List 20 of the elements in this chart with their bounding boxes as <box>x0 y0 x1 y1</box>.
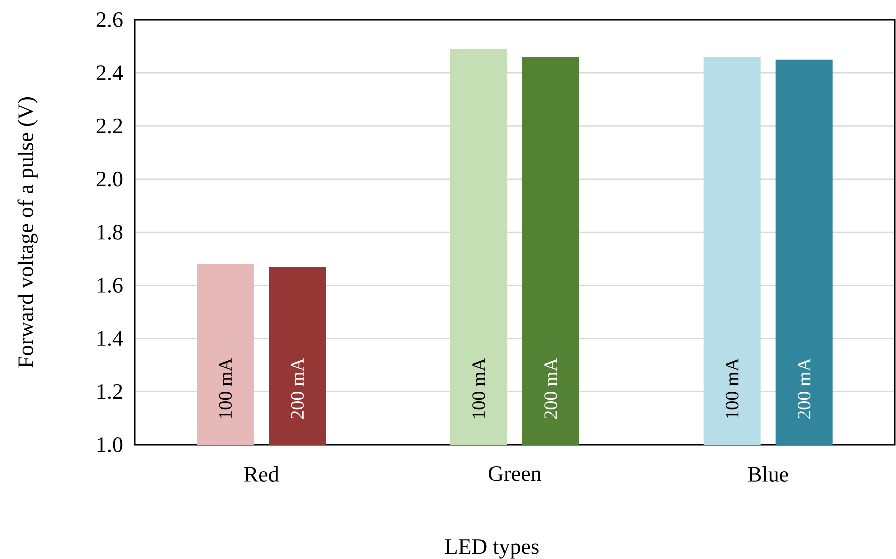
text: 200 mA <box>291 358 304 419</box>
text: 200 mA <box>544 358 558 419</box>
y-tick-label: 2.2 <box>96 118 122 134</box>
y-tick-label: 1.2 <box>98 384 122 400</box>
text: 100 mA <box>472 358 486 418</box>
y-tick-label: 2.4 <box>96 66 124 81</box>
x-tick-label: Red <box>244 466 280 482</box>
x-axis-title: LED types <box>445 540 539 559</box>
y-tick-label: 1.6 <box>98 278 123 294</box>
x-tick-label: Blue <box>748 466 788 482</box>
y-tick-label: 1.0 <box>98 438 123 452</box>
y-tick-label: 2.0 <box>96 172 123 187</box>
x-tick-label: Green <box>489 466 542 482</box>
series-label: 200 mA <box>798 358 811 419</box>
y-tick-label: 1.8 <box>98 225 123 240</box>
y-tick-label: 1.4 <box>98 331 124 346</box>
y-axis-title: Forward voltage of a pulse (V) <box>18 98 38 368</box>
text: 100 mA <box>726 358 739 418</box>
y-tick-label: 2.6 <box>96 12 123 28</box>
series-label: 100 mA <box>219 358 232 418</box>
